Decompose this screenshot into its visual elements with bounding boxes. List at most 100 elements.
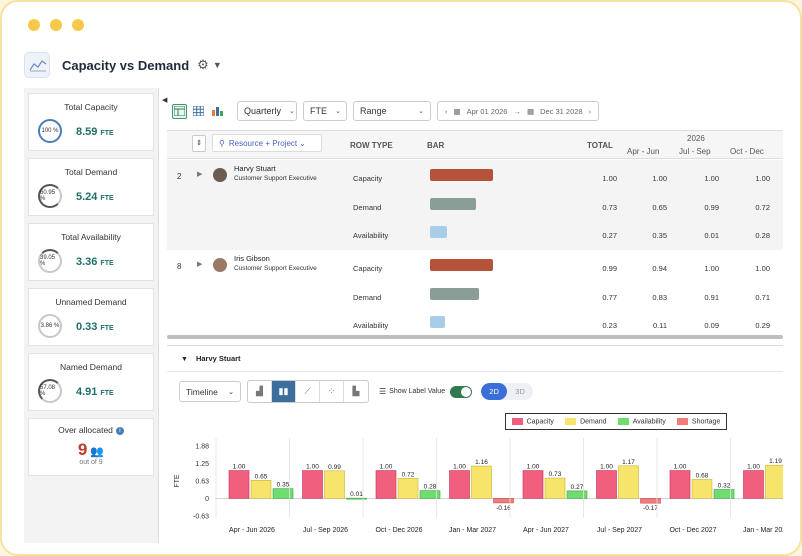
col-total[interactable]: TOTAL	[587, 141, 613, 150]
grid-chart-view-icon[interactable]	[172, 103, 187, 119]
3d-button[interactable]: 3D	[515, 387, 525, 396]
info-icon[interactable]: i	[115, 426, 124, 435]
kpi-label: Total Availability	[61, 232, 121, 242]
detail-title[interactable]: ▼ Harvy Stuart	[181, 354, 241, 363]
calendar-icon: ▦	[526, 106, 535, 116]
chart-bar-capacity	[302, 470, 323, 499]
sort-icon[interactable]: ⇕	[192, 135, 206, 152]
kpi-total-capacity: Total Capacity 100 % 8.59 FTE	[28, 93, 154, 151]
show-label-text: Show Label Value	[389, 388, 446, 395]
grid-row-capacity: Capacity 0.99 0.94 1.00 1.00	[167, 253, 783, 281]
unit-select[interactable]: FTE ⌄	[303, 101, 347, 121]
collapse-icon[interactable]: ▼	[181, 356, 188, 363]
cell-value[interactable]: 0.65	[652, 203, 667, 212]
cell-value[interactable]: 1.00	[652, 174, 667, 183]
cell-value[interactable]: 0.83	[652, 293, 667, 302]
kpi-label: Named Demand	[60, 362, 122, 372]
cell-value[interactable]: 0.28	[755, 231, 770, 240]
row-total: 0.23	[602, 321, 617, 330]
row-total: 0.77	[602, 293, 617, 302]
resource-name[interactable]: Iris Gibson	[234, 254, 270, 263]
collapse-sidebar-icon[interactable]: ◀	[162, 97, 168, 104]
x-tick-label: Apr - Jun 2027	[523, 527, 569, 534]
cell-value[interactable]: 0.72	[755, 203, 770, 212]
cell-value[interactable]: 1.00	[755, 264, 770, 273]
horizontal-scrollbar[interactable]	[167, 335, 783, 339]
col-period[interactable]: Jul - Sep	[679, 147, 711, 156]
data-label: -0.17	[643, 505, 658, 512]
date-range-picker[interactable]: ‹ ▦ Apr 01 2026 → ▦ Dec 31 2028 ›	[437, 101, 600, 121]
table-view-icon[interactable]	[191, 104, 206, 119]
start-date[interactable]: Apr 01 2026	[466, 106, 508, 116]
col-row-type[interactable]: ROW TYPE	[350, 141, 393, 150]
chart-bar-capacity	[596, 470, 617, 499]
gear-icon[interactable]: ⚙	[197, 57, 209, 72]
kpi-number: 4.91	[76, 386, 98, 398]
view-value: Timeline	[186, 386, 218, 397]
chevron-down-icon: ⌄	[418, 108, 424, 115]
kpi-named-demand: Named Demand 57.08 % 4.91 FTE	[28, 353, 154, 411]
cell-value[interactable]: 1.00	[755, 174, 770, 183]
legend-label: Demand	[580, 418, 607, 426]
chevron-down-icon: ⌄	[289, 108, 295, 115]
cell-value[interactable]: 0.11	[652, 321, 667, 330]
legend-demand[interactable]: Demand	[565, 417, 607, 426]
2d-button[interactable]: 2D	[481, 383, 508, 400]
minimize-dot[interactable]	[50, 19, 62, 31]
cell-value[interactable]: 0.99	[704, 203, 719, 212]
data-label: 0.28	[424, 484, 437, 491]
detail-title-text: Harvy Stuart	[195, 354, 241, 363]
cell-value[interactable]: 0.09	[704, 321, 719, 330]
cell-value[interactable]: 1.00	[704, 264, 719, 273]
x-tick-label: Oct - Dec 2027	[669, 527, 716, 534]
group-by-select[interactable]: ⚲ Resource + Project ⌄	[212, 134, 322, 152]
expand-row-icon[interactable]: ▶	[197, 261, 203, 268]
area-chart-icon[interactable]: ▟	[248, 381, 272, 402]
end-date[interactable]: Dec 31 2028	[540, 106, 583, 116]
legend-shortage[interactable]: Shortage	[676, 417, 720, 425]
over-label-text: Over allocated	[58, 425, 113, 435]
resource-entry[interactable]: 2 ▶ Harvy Stuart Customer Support Execut…	[167, 160, 783, 250]
stacked-chart-icon[interactable]: ▙	[352, 386, 360, 396]
page-header: Capacity vs Demand ⚙ ▼	[24, 52, 222, 78]
window-controls	[28, 19, 84, 31]
view-select[interactable]: Timeline ⌄	[179, 381, 241, 402]
legend-availability[interactable]: Availability	[617, 417, 666, 425]
col-period[interactable]: Oct - Dec	[730, 147, 764, 156]
kpi-value: 0.33 FTE	[76, 321, 114, 333]
maximize-dot[interactable]	[72, 19, 84, 31]
kpi-over-allocated[interactable]: Over allocated i 9 👥 out of 9	[28, 418, 154, 476]
expand-row-icon[interactable]: ▶	[197, 171, 203, 178]
row-type: Availability	[353, 231, 389, 240]
col-period[interactable]: Apr - Jun	[627, 147, 660, 156]
availability-bar	[430, 226, 447, 238]
close-dot[interactable]	[28, 19, 40, 31]
cell-value[interactable]: 1.00	[704, 174, 719, 183]
bar-chart-icon[interactable]: ▮▮	[272, 381, 296, 402]
chart-bar-shortage	[640, 498, 661, 504]
period-select[interactable]: Quarterly ⌄	[237, 101, 297, 121]
col-bar[interactable]: BAR	[427, 141, 445, 150]
kpi-percent-ring: 100 %	[38, 119, 62, 143]
chart-view-icon[interactable]	[210, 104, 225, 119]
scatter-chart-icon[interactable]: ⁘	[320, 381, 344, 402]
next-range-icon[interactable]: ›	[588, 106, 592, 116]
cell-value[interactable]: 0.35	[652, 231, 667, 240]
data-label: 0.35	[277, 482, 290, 489]
show-label-toggle[interactable]	[450, 385, 473, 398]
cell-value[interactable]: 0.94	[652, 264, 667, 273]
kpi-percent-ring: 39.05 %	[38, 249, 62, 273]
chevron-down-icon[interactable]: ▼	[212, 60, 222, 70]
detail-panel: ▼ Harvy Stuart Timeline ⌄ ▟ ▮▮ ⟋ ⁘ ▙ ☰ Sho…	[167, 345, 783, 545]
resource-entry[interactable]: 8 ▶ Iris Gibson Customer Support Executi…	[167, 250, 783, 340]
legend-capacity[interactable]: Capacity	[511, 417, 554, 425]
prev-range-icon[interactable]: ‹	[445, 106, 448, 116]
cell-value[interactable]: 0.71	[755, 293, 770, 302]
cell-value[interactable]: 0.29	[755, 321, 770, 330]
cell-value[interactable]: 0.91	[704, 293, 719, 302]
range-select[interactable]: Range ⌄	[353, 101, 431, 121]
resource-name[interactable]: Harvy Stuart	[234, 164, 276, 173]
cell-value[interactable]: 0.01	[704, 231, 719, 240]
line-chart-icon[interactable]: ⟋	[296, 381, 320, 402]
